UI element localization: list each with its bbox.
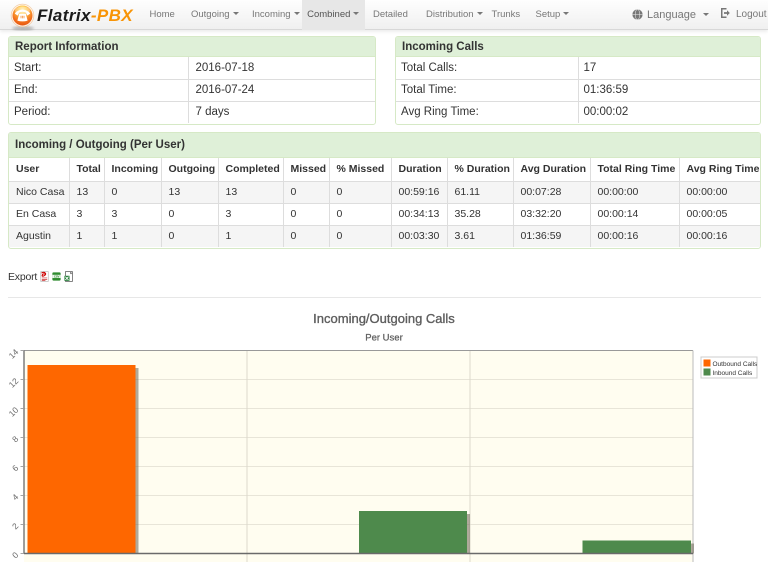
svg-text:4: 4 [10,492,21,503]
svg-text:14: 14 [7,347,21,361]
svg-text:CSV: CSV [54,274,60,278]
svg-text:8: 8 [10,434,21,445]
svg-text:0: 0 [10,550,21,561]
svg-text:Per User: Per User [365,333,402,344]
svg-text:6: 6 [10,463,21,474]
svg-text:Outbound Calls: Outbound Calls [713,361,759,368]
svg-text:10: 10 [7,405,21,419]
svg-text:Incoming/Outgoing Calls: Incoming/Outgoing Calls [313,311,455,326]
svg-text:Inbound Calls: Inbound Calls [713,370,753,377]
svg-text:2: 2 [10,521,21,532]
svg-text:12: 12 [7,376,21,390]
